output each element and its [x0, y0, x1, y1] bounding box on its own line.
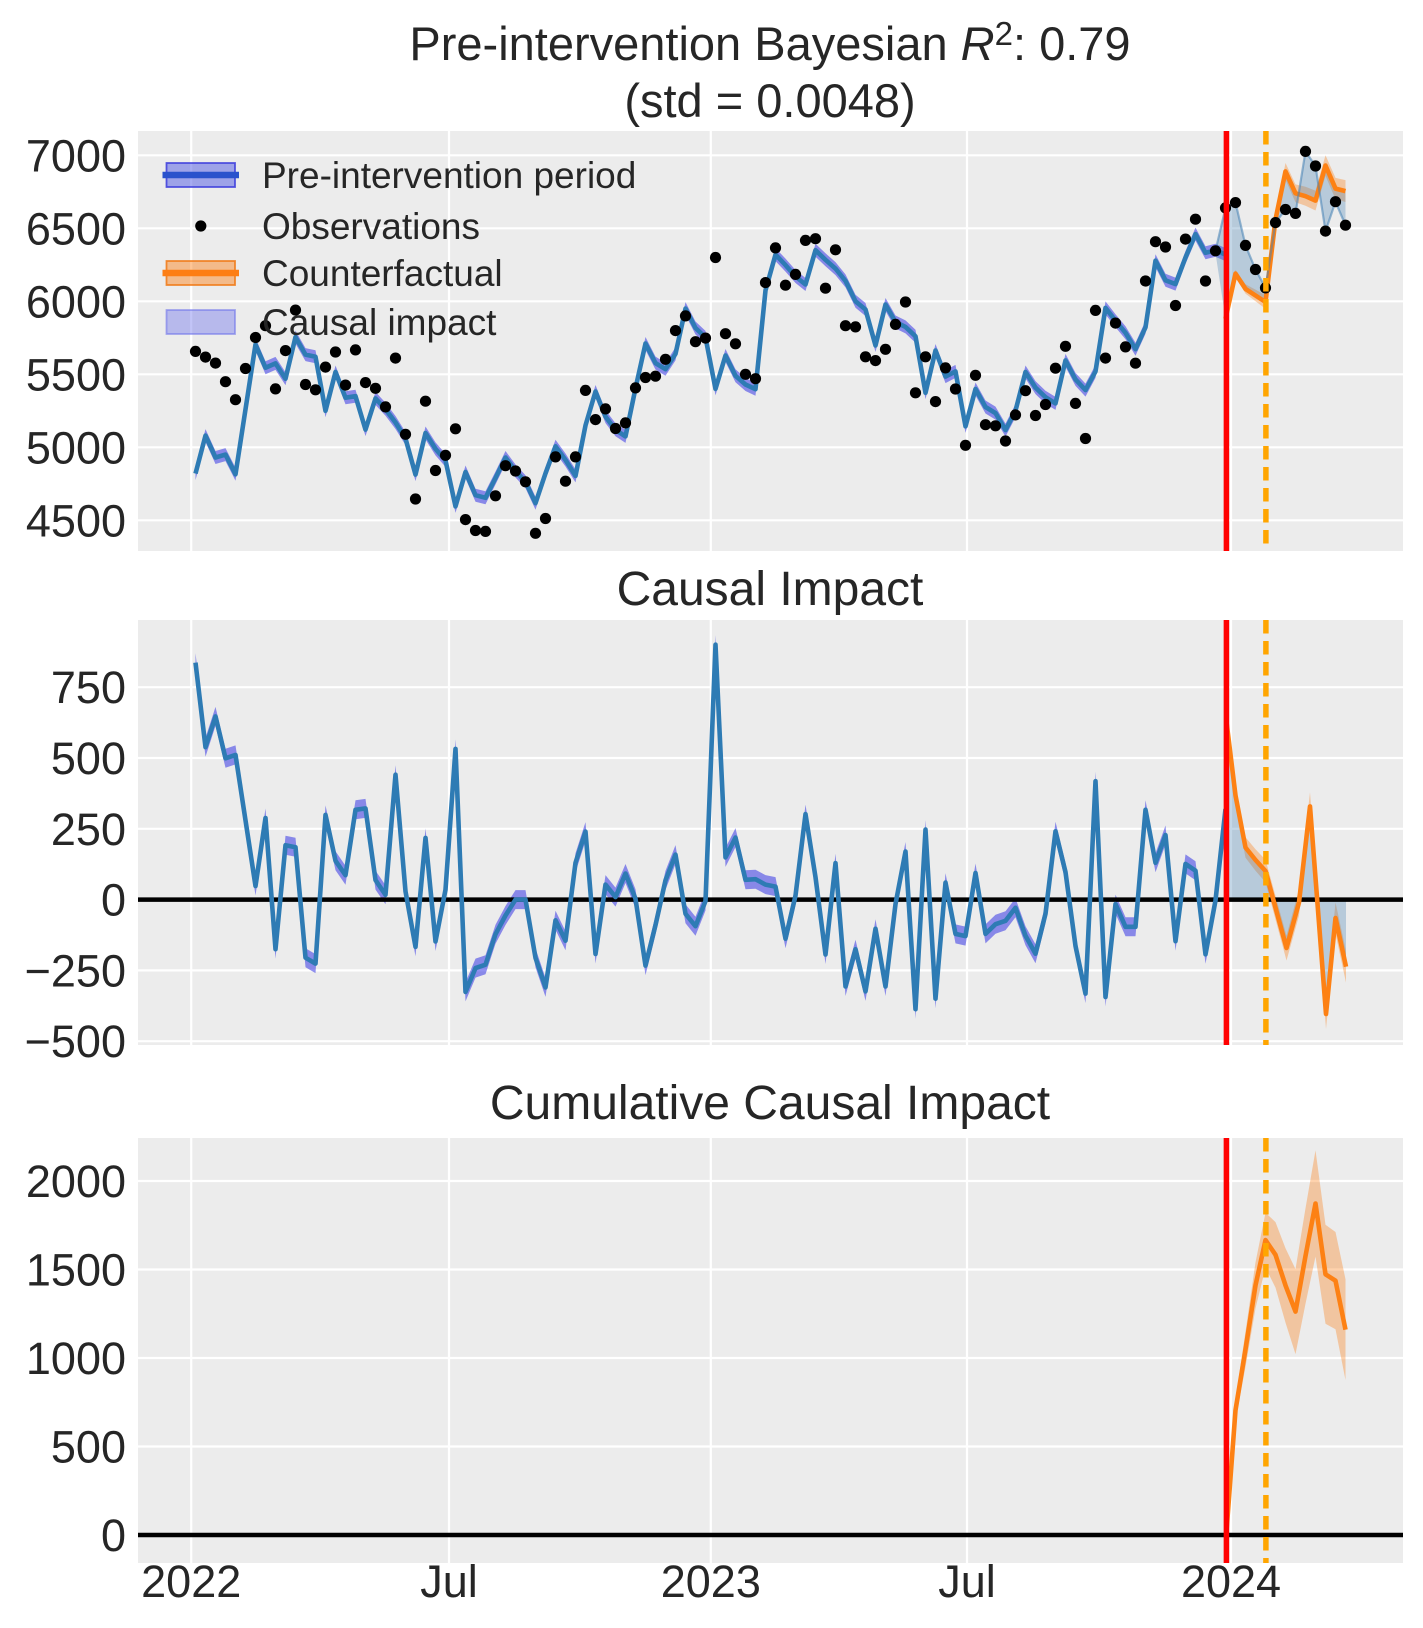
svg-text:Causal impact: Causal impact	[262, 302, 497, 343]
svg-text:6500: 6500	[26, 203, 126, 254]
svg-text:Causal Impact: Causal Impact	[617, 563, 924, 616]
svg-text:Cumulative Causal Impact: Cumulative Causal Impact	[490, 1077, 1050, 1130]
svg-text:500: 500	[51, 733, 126, 784]
svg-text:Counterfactual: Counterfactual	[262, 253, 503, 294]
svg-text:750: 750	[51, 662, 126, 713]
svg-text:Pre-intervention Bayesian R2:: Pre-intervention Bayesian R2: 0.79	[409, 15, 1130, 70]
svg-text:Pre-intervention period: Pre-intervention period	[262, 155, 636, 196]
svg-text:Jul: Jul	[420, 1556, 478, 1607]
svg-text:6000: 6000	[26, 276, 126, 327]
svg-text:0: 0	[101, 875, 126, 926]
svg-text:500: 500	[51, 1422, 126, 1473]
svg-text:Jul: Jul	[938, 1556, 996, 1607]
svg-text:2000: 2000	[26, 1156, 126, 1207]
svg-text:1500: 1500	[26, 1245, 126, 1296]
svg-text:2022: 2022	[141, 1556, 241, 1607]
svg-text:0: 0	[101, 1510, 126, 1561]
svg-text:−250: −250	[25, 945, 126, 996]
svg-text:4500: 4500	[26, 495, 126, 546]
svg-text:250: 250	[51, 804, 126, 855]
svg-text:5000: 5000	[26, 422, 126, 473]
svg-text:5500: 5500	[26, 349, 126, 400]
svg-text:7000: 7000	[26, 130, 126, 181]
svg-text:1000: 1000	[26, 1333, 126, 1384]
svg-text:−500: −500	[25, 1016, 126, 1067]
svg-text:(std = 0.0048): (std = 0.0048)	[624, 74, 915, 127]
svg-text:2023: 2023	[661, 1556, 761, 1607]
svg-text:2024: 2024	[1181, 1556, 1281, 1607]
svg-text:Observations: Observations	[262, 206, 480, 247]
